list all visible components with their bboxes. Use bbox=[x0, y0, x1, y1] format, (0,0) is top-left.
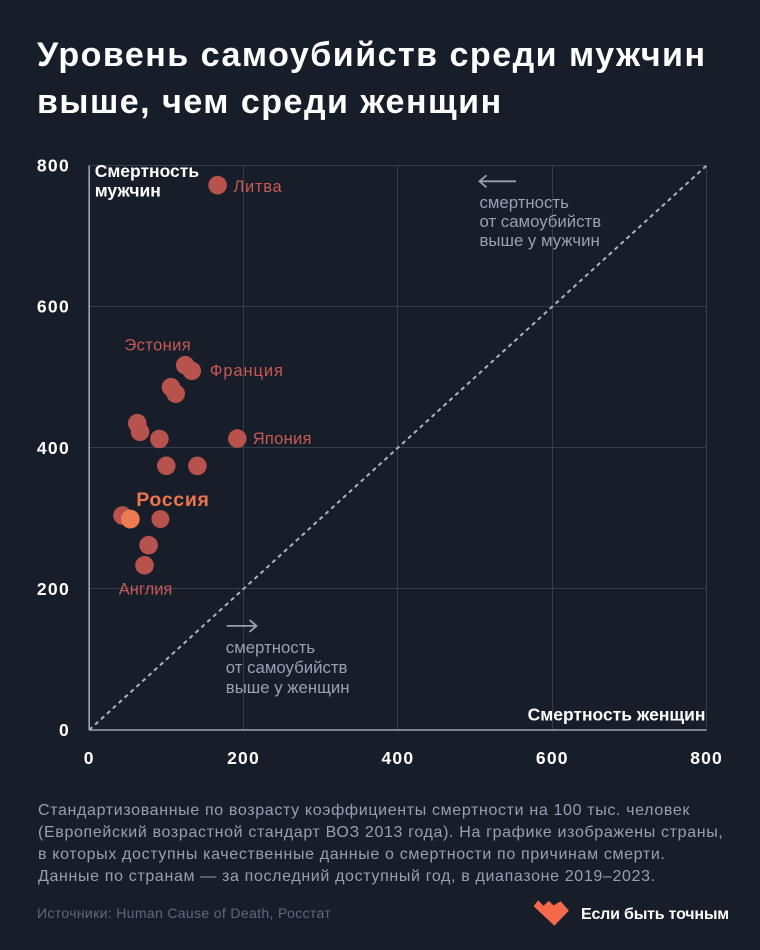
svg-text:600: 600 bbox=[37, 297, 70, 317]
svg-text:Англия: Англия bbox=[119, 581, 173, 599]
svg-text:выше у мужчин: выше у мужчин bbox=[480, 231, 600, 250]
svg-text:0: 0 bbox=[84, 748, 95, 768]
svg-text:200: 200 bbox=[227, 748, 260, 768]
svg-text:смертность: смертность bbox=[226, 638, 316, 657]
svg-text:смертность: смертность bbox=[480, 193, 570, 212]
svg-text:от самоубийств: от самоубийств bbox=[480, 212, 602, 231]
svg-text:от самоубийств: от самоубийств bbox=[226, 658, 348, 677]
svg-text:Эстония: Эстония bbox=[124, 336, 191, 354]
svg-text:800: 800 bbox=[37, 156, 70, 176]
svg-text:0: 0 bbox=[59, 720, 70, 740]
svg-text:600: 600 bbox=[536, 748, 569, 768]
svg-text:Смертность женщин: Смертность женщин bbox=[528, 705, 706, 725]
svg-text:400: 400 bbox=[381, 748, 414, 768]
svg-text:Япония: Япония bbox=[253, 430, 312, 448]
svg-text:Франция: Франция bbox=[210, 362, 284, 380]
svg-text:Смертность: Смертность bbox=[95, 161, 200, 181]
svg-text:мужчин: мужчин bbox=[95, 181, 161, 201]
svg-text:Россия: Россия bbox=[136, 489, 209, 511]
svg-text:выше у женщин: выше у женщин bbox=[226, 678, 350, 697]
svg-text:400: 400 bbox=[37, 438, 70, 458]
svg-text:200: 200 bbox=[37, 579, 70, 599]
svg-text:800: 800 bbox=[690, 748, 723, 768]
svg-text:Литва: Литва bbox=[234, 178, 283, 196]
